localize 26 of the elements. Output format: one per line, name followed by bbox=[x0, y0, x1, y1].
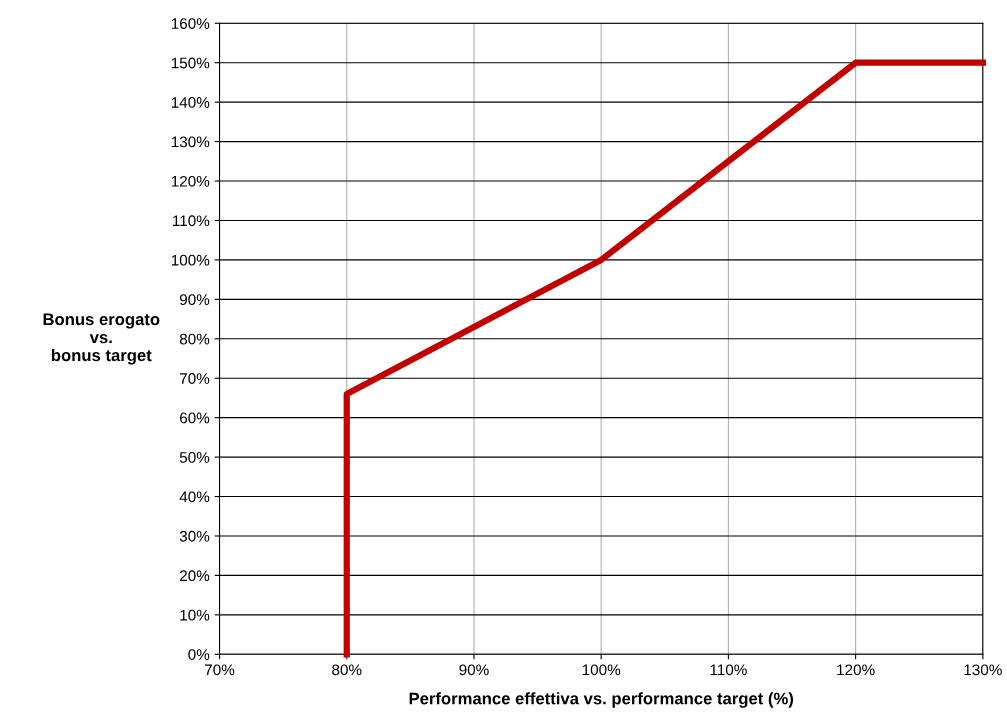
x-axis-title: Performance effettiva vs. performance target (%) bbox=[409, 692, 794, 708]
x-tick-label: 70% bbox=[205, 664, 235, 676]
x-tick-label: 100% bbox=[582, 664, 621, 676]
y-tick-label: 100% bbox=[171, 254, 210, 266]
y-tick-label: 80% bbox=[179, 333, 210, 345]
x-tick-label: 130% bbox=[964, 664, 1002, 676]
x-tick-label: 80% bbox=[332, 664, 362, 676]
y-tick-label: 0% bbox=[188, 649, 210, 660]
y-tick-label: 160% bbox=[171, 18, 210, 29]
y-tick-label: 60% bbox=[180, 412, 210, 424]
y-tick-label: 10% bbox=[180, 609, 210, 621]
y-tick-label: 120% bbox=[171, 175, 210, 187]
x-tick-label: 90% bbox=[459, 664, 489, 676]
y-tick-label: 50% bbox=[179, 451, 210, 463]
y-tick-label: 70% bbox=[180, 373, 210, 384]
y-tick-label: 140% bbox=[171, 97, 210, 108]
y-tick-label: 30% bbox=[179, 530, 210, 542]
y-tick-label: 130% bbox=[171, 136, 210, 148]
y-tick-label: 40% bbox=[179, 491, 210, 503]
x-tick-label: 120% bbox=[837, 664, 875, 676]
y-tick-label: 110% bbox=[173, 215, 210, 227]
y-tick-label: 90% bbox=[179, 294, 210, 306]
y-axis-title: Bonus erogato vs. bonus target bbox=[43, 313, 160, 365]
y-tick-label: 20% bbox=[180, 570, 210, 582]
x-tick-label: 110% bbox=[710, 664, 747, 676]
y-tick-label: 150% bbox=[171, 57, 210, 69]
